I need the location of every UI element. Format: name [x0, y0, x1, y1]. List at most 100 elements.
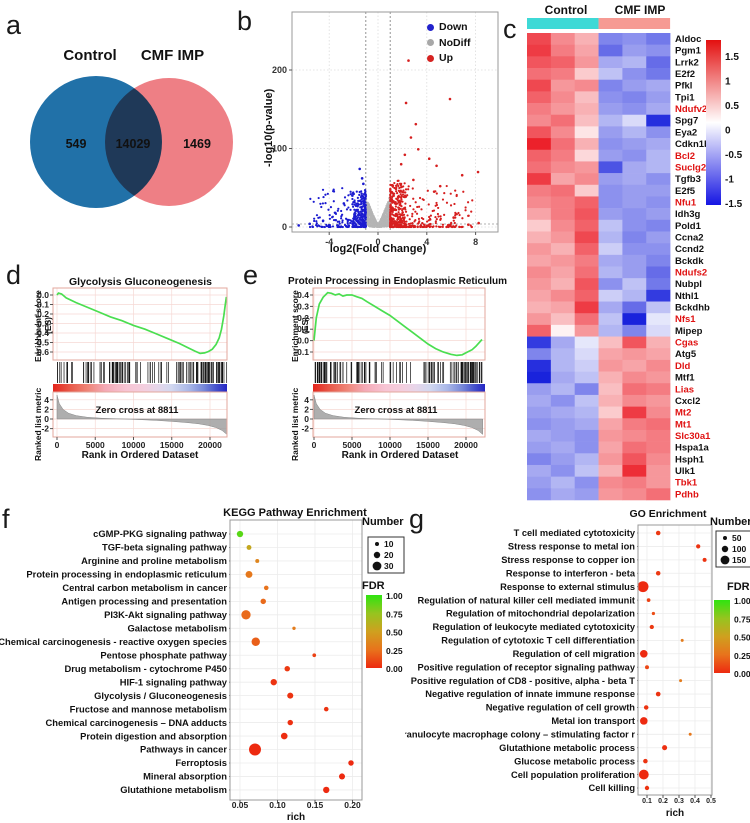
gene-label: Cdkn1b	[675, 139, 710, 150]
enrichment-dot	[702, 557, 707, 562]
colorbar-tick: -1	[725, 175, 734, 186]
rank-x-tick: 20000	[454, 440, 478, 450]
metric-tick: 2	[44, 404, 49, 414]
heatmap-cell	[646, 91, 671, 104]
gene-label: Spg7	[675, 116, 698, 127]
heatmap-cell	[646, 56, 671, 69]
pathway-label: Stress response to metal ion	[508, 542, 635, 552]
heatmap-cell	[527, 429, 552, 442]
heatmap-cell	[574, 418, 599, 431]
heatmap-cell	[598, 324, 623, 337]
kegg-legend-number-title: Number	[362, 516, 404, 528]
gene-label: Ndufv2	[675, 104, 707, 115]
heatmap-cell	[550, 33, 575, 45]
heatmap-cell	[598, 208, 623, 221]
gene-label: Lrrk2	[675, 57, 699, 68]
heatmap-cell	[527, 266, 552, 279]
heatmap-cell	[574, 313, 599, 326]
heatmap-cell	[527, 336, 552, 349]
heatmap-cell	[574, 243, 599, 256]
heatmap-cell	[622, 441, 647, 454]
heatmap-cell	[550, 278, 575, 291]
heatmap-group1-header: Control	[544, 3, 588, 17]
pathway-label: Negative regulation of cell growth	[486, 703, 636, 713]
gene-label: Mtf1	[675, 373, 695, 384]
gene-label: Hsph1	[675, 454, 705, 465]
pathway-label: Ferroptosis	[175, 757, 227, 768]
heatmap-cell	[646, 161, 671, 174]
gene-label: E2f2	[675, 69, 695, 80]
heatmap-cell	[598, 126, 623, 139]
heatmap-cell	[574, 383, 599, 396]
heatmap-cell	[622, 289, 647, 302]
number-legend-value: 150	[732, 555, 746, 565]
rich-tick: 0.3	[674, 798, 684, 805]
fdr-colorbar	[366, 595, 382, 668]
gene-label: E2f5	[675, 186, 696, 197]
heatmap-cell	[598, 79, 623, 92]
heatmap-cell	[550, 68, 575, 80]
es-tick: -0.4	[34, 328, 49, 338]
panel-label-d: d	[6, 260, 22, 290]
heatmap-cell	[527, 138, 552, 151]
enrichment-dot	[241, 610, 251, 620]
rich-tick: 0.2	[658, 798, 668, 805]
heatmap-cell	[622, 126, 647, 139]
heatmap-cell	[574, 278, 599, 291]
es-tick: -0.5	[34, 338, 49, 348]
pathway-label: Cell population proliferation	[511, 770, 635, 780]
metric-tick: 4	[44, 395, 49, 405]
fdr-tick: 0.00	[386, 664, 403, 674]
heatmap-cell	[550, 418, 575, 431]
heatmap-cell	[646, 301, 671, 314]
heatmap-cell	[527, 231, 552, 244]
pathway-label: Positive regulation of receptor signalin…	[418, 662, 636, 672]
heatmap-cell	[622, 429, 647, 442]
enrichment-dot	[679, 679, 683, 683]
heatmap-cell	[622, 336, 647, 349]
heatmap-cell	[574, 301, 599, 314]
pathway-label: Regulation of mitochondrial depolarizati…	[446, 609, 635, 619]
heatmap-cell	[550, 429, 575, 442]
heatmap-cell	[527, 243, 552, 256]
heatmap-cell	[646, 266, 671, 279]
heatmap-cell	[527, 453, 552, 466]
heatmap-cell	[598, 441, 623, 454]
gene-label: Ulk1	[675, 466, 696, 477]
heatmap-cell	[598, 44, 623, 57]
heatmap-cell	[598, 313, 623, 326]
heatmap-cell	[550, 348, 575, 361]
rich-tick: 0.20	[344, 800, 361, 810]
enrichment-dot	[323, 786, 330, 794]
heatmap-cell	[550, 371, 575, 384]
heatmap-cell	[550, 324, 575, 337]
pathway-label: Response to interferon - beta	[506, 568, 636, 578]
heatmap-group2-header: CMF IMP	[614, 3, 666, 17]
heatmap-cell	[598, 453, 623, 466]
heatmap: AldocPgm1Lrrk2E2f2PfklTpi1Ndufv2Spg7Eya2…	[527, 18, 743, 501]
heatmap-cell	[550, 231, 575, 244]
panel-label-e: e	[243, 260, 259, 290]
heatmap-cell	[598, 149, 623, 162]
heatmap-cell	[622, 68, 647, 80]
pathway-label: Mineral absorption	[143, 771, 227, 782]
heatmap-cell	[622, 278, 647, 291]
volcano-x-tick: 4	[424, 237, 429, 247]
enrichment-dot	[651, 611, 656, 616]
heatmap-cell	[574, 184, 599, 197]
heatmap-cell	[598, 488, 623, 501]
heatmap-cell	[646, 103, 671, 116]
gene-label: Ndufs2	[675, 268, 707, 279]
heatmap-cell	[646, 231, 671, 244]
ranked-metric-area	[56, 394, 228, 435]
pathway-label: HIF-1 signaling pathway	[120, 676, 228, 687]
heatmap-cell	[550, 138, 575, 151]
heatmap-cell	[527, 348, 552, 361]
es-tick: 0.0	[297, 336, 309, 346]
pathway-label: Drug metabolism - cytochrome P450	[64, 663, 227, 674]
heatmap-cell	[527, 324, 552, 337]
pathway-label: Protein digestion and absorption	[80, 730, 227, 741]
heatmap-cell	[622, 359, 647, 372]
heatmap-cell	[646, 406, 671, 419]
gene-label: Pold1	[675, 221, 702, 232]
